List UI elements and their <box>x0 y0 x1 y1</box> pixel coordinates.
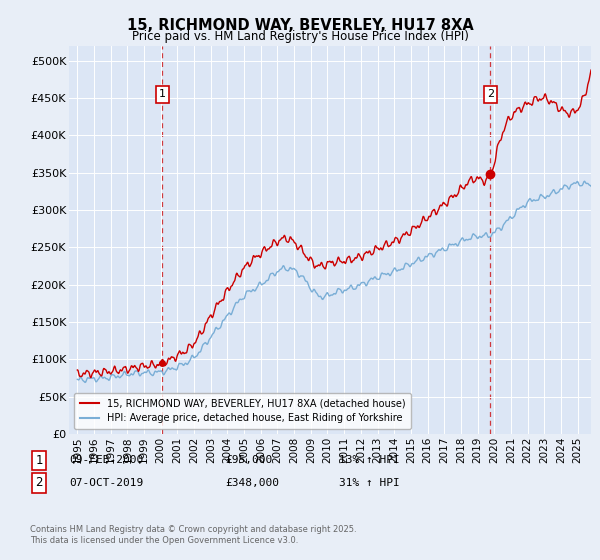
Text: 31% ↑ HPI: 31% ↑ HPI <box>339 478 400 488</box>
Legend: 15, RICHMOND WAY, BEVERLEY, HU17 8XA (detached house), HPI: Average price, detac: 15, RICHMOND WAY, BEVERLEY, HU17 8XA (de… <box>74 393 412 429</box>
Text: 2: 2 <box>35 476 43 489</box>
Text: £95,000: £95,000 <box>225 455 272 465</box>
Text: 2: 2 <box>487 90 494 100</box>
Text: 1: 1 <box>35 454 43 467</box>
Text: 13% ↑ HPI: 13% ↑ HPI <box>339 455 400 465</box>
Text: 07-OCT-2019: 07-OCT-2019 <box>69 478 143 488</box>
Text: Price paid vs. HM Land Registry's House Price Index (HPI): Price paid vs. HM Land Registry's House … <box>131 30 469 43</box>
Text: 1: 1 <box>159 90 166 100</box>
Text: Contains HM Land Registry data © Crown copyright and database right 2025.
This d: Contains HM Land Registry data © Crown c… <box>30 525 356 545</box>
Text: 09-FEB-2000: 09-FEB-2000 <box>69 455 143 465</box>
Text: 15, RICHMOND WAY, BEVERLEY, HU17 8XA: 15, RICHMOND WAY, BEVERLEY, HU17 8XA <box>127 18 473 33</box>
Text: £348,000: £348,000 <box>225 478 279 488</box>
